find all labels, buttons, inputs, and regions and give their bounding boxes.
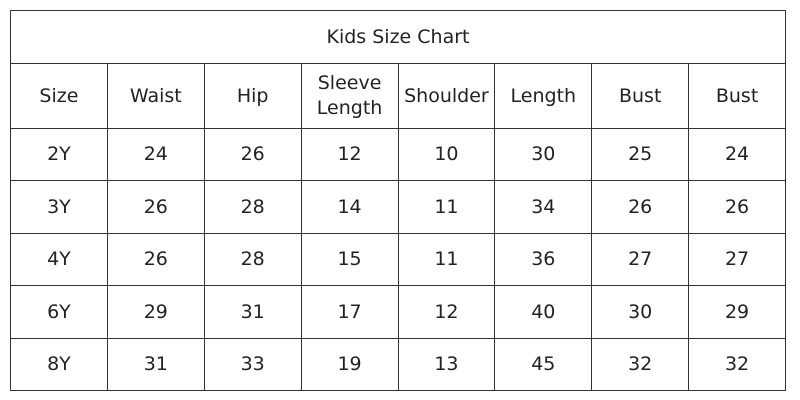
- measure-cell: 26: [203, 127, 302, 182]
- measure-cell: 26: [591, 180, 690, 234]
- measure-cell: 31: [106, 337, 205, 392]
- measure-cell: 26: [106, 180, 205, 234]
- measure-cell: 15: [300, 232, 399, 287]
- column-header: Length: [494, 63, 593, 129]
- measure-cell: 17: [300, 285, 399, 339]
- column-header: Bust: [591, 63, 690, 129]
- measure-cell: 32: [688, 337, 786, 392]
- measure-cell: 32: [591, 337, 690, 392]
- measure-cell: 30: [591, 285, 690, 339]
- table-row: 4Y 26 28 15 11 36 27 27: [10, 232, 786, 287]
- measure-cell: 26: [688, 180, 786, 234]
- measure-cell: 28: [203, 180, 302, 234]
- measure-cell: 25: [591, 127, 690, 182]
- table-body: 2Y 24 26 12 10 30 25 24 3Y 26 28 14 11 34 26 26 4Y 26 28 15…: [10, 127, 786, 392]
- measure-cell: 36: [494, 232, 593, 287]
- measure-cell: 45: [494, 337, 593, 392]
- column-header: Size: [10, 63, 108, 129]
- column-header: Shoulder: [397, 63, 496, 129]
- column-header: Waist: [106, 63, 205, 129]
- measure-cell: 28: [203, 232, 302, 287]
- measure-cell: 40: [494, 285, 593, 339]
- measure-cell: 12: [300, 127, 399, 182]
- table-row: 8Y 31 33 19 13 45 32 32: [10, 337, 786, 392]
- measure-cell: 30: [494, 127, 593, 182]
- title-row: Kids Size Chart: [10, 10, 786, 64]
- table-row: 6Y 29 31 17 12 40 30 29: [10, 285, 786, 339]
- measure-cell: 29: [688, 285, 786, 339]
- size-cell: 6Y: [10, 285, 108, 339]
- measure-cell: 29: [106, 285, 205, 339]
- measure-cell: 11: [397, 232, 496, 287]
- measure-cell: 26: [106, 232, 205, 287]
- measure-cell: 11: [397, 180, 496, 234]
- size-cell: 3Y: [10, 180, 108, 234]
- table-row: 2Y 24 26 12 10 30 25 24: [10, 127, 786, 182]
- column-header: Bust: [688, 63, 786, 129]
- header-row: Size Waist Hip Sleeve Length Shoulder Length B…: [10, 63, 786, 129]
- size-table: Kids Size Chart Size Waist Hip Sleeve Lengt…: [10, 10, 786, 392]
- measure-cell: 34: [494, 180, 593, 234]
- size-cell: 4Y: [10, 232, 108, 287]
- measure-cell: 27: [688, 232, 786, 287]
- measure-cell: 31: [203, 285, 302, 339]
- column-header: Sleeve Length: [300, 63, 399, 129]
- measure-cell: 27: [591, 232, 690, 287]
- measure-cell: 12: [397, 285, 496, 339]
- table-title: Kids Size Chart: [10, 10, 786, 64]
- measure-cell: 24: [106, 127, 205, 182]
- measure-cell: 33: [203, 337, 302, 392]
- size-cell: 2Y: [10, 127, 108, 182]
- measure-cell: 10: [397, 127, 496, 182]
- measure-cell: 19: [300, 337, 399, 392]
- measure-cell: 13: [397, 337, 496, 392]
- measure-cell: 24: [688, 127, 786, 182]
- column-header: Hip: [203, 63, 302, 129]
- measure-cell: 14: [300, 180, 399, 234]
- size-cell: 8Y: [10, 337, 108, 392]
- table-row: 3Y 26 28 14 11 34 26 26: [10, 180, 786, 234]
